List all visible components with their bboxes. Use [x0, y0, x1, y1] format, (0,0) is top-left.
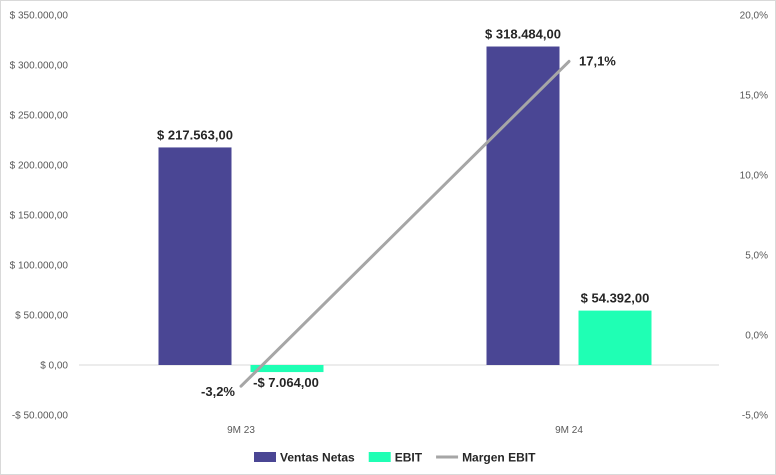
y-left-tick-label: -$ 50.000,00: [12, 411, 69, 422]
y-left-tick-label: $ 200.000,00: [10, 161, 69, 172]
y-left-tick-label: $ 50.000,00: [15, 311, 68, 322]
legend-label-ventas-netas: Ventas Netas: [280, 451, 355, 465]
legend-swatch-ebit: [368, 452, 391, 462]
x-category-label: 9M 24: [555, 425, 583, 436]
y-left-tick-label: $ 0,00: [40, 361, 68, 372]
y-right-tick-label: -5,0%: [742, 411, 768, 422]
bar-ebit: [250, 365, 324, 373]
data-label-margen-ebit: -3,2%: [201, 384, 235, 399]
y-right-tick-label: 15,0%: [740, 91, 768, 102]
bar-ebit: [578, 310, 652, 365]
y-left-tick-label: $ 150.000,00: [10, 211, 69, 222]
data-label-ventas-netas: $ 217.563,00: [157, 127, 233, 142]
data-label-ebit: -$ 7.064,00: [253, 375, 319, 390]
y-right-tick-label: 0,0%: [745, 331, 768, 342]
legend-label-margen-ebit: Margen EBIT: [462, 451, 536, 465]
margen-ebit-line: [239, 59, 571, 388]
y-left-tick-label: $ 100.000,00: [10, 261, 69, 272]
y-right-tick-label: 5,0%: [745, 251, 768, 262]
y-right-tick-label: 20,0%: [740, 11, 768, 22]
y-left-tick-label: $ 300.000,00: [10, 61, 69, 72]
y-right-tick-label: 10,0%: [740, 171, 768, 182]
legend-swatch-ventas-netas: [254, 452, 276, 462]
x-category-label: 9M 23: [227, 425, 255, 436]
bar-ventas-netas: [486, 46, 560, 366]
y-left-tick-label: $ 350.000,00: [10, 11, 69, 22]
data-label-ventas-netas: $ 318.484,00: [485, 27, 561, 42]
bar-ventas-netas: [158, 147, 232, 365]
legend-label-ebit: EBIT: [395, 451, 423, 465]
data-label-ebit: $ 54.392,00: [581, 291, 650, 306]
y-left-tick-label: $ 250.000,00: [10, 111, 69, 122]
data-label-margen-ebit: 17,1%: [579, 53, 616, 68]
